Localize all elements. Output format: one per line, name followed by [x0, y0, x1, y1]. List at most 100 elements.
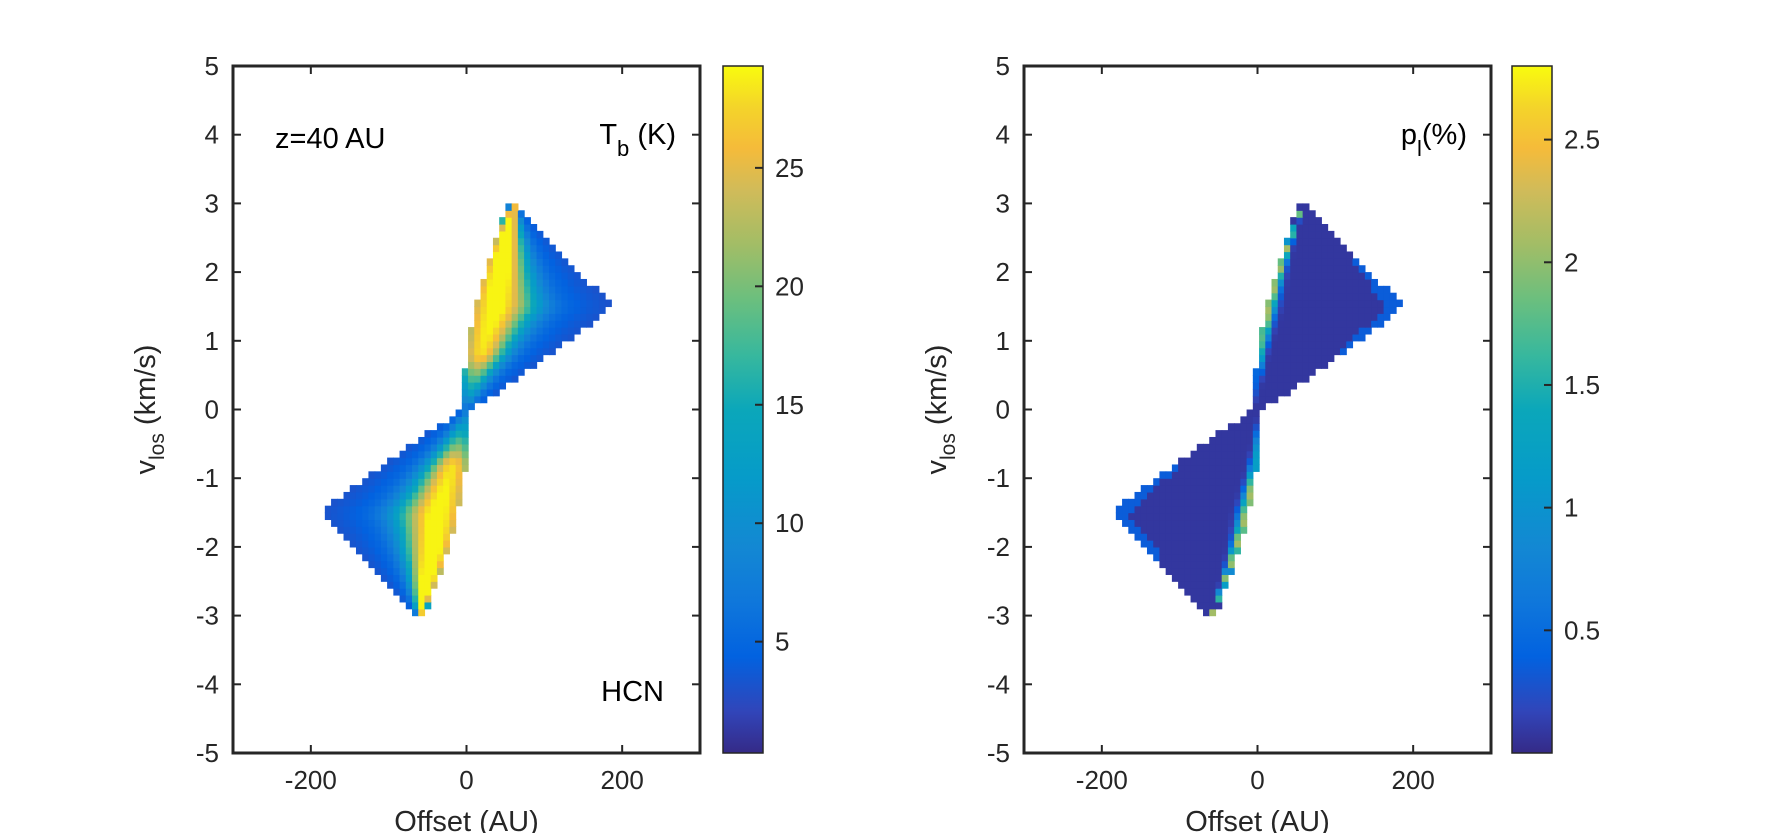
heatmap-cell	[443, 546, 450, 555]
heatmap-cell	[1140, 519, 1148, 527]
heatmap-cell	[492, 333, 500, 342]
heatmap-cell	[430, 443, 438, 452]
heatmap-cell	[530, 272, 538, 280]
heatmap-cell	[1315, 265, 1322, 273]
heatmap-cell	[1209, 443, 1217, 452]
heatmap-cell	[1240, 512, 1248, 521]
heatmap-cell	[374, 485, 382, 493]
heatmap-cell	[1146, 526, 1154, 534]
heatmap-cell	[355, 540, 363, 548]
heatmap-cell	[1215, 464, 1223, 472]
heatmap-cell	[530, 265, 538, 273]
heatmap-cell	[412, 478, 419, 486]
heatmap-cell	[524, 251, 531, 259]
heatmap-cell	[1321, 244, 1329, 253]
heatmap-cell	[1190, 519, 1198, 527]
heatmap-cell	[505, 265, 513, 273]
heatmap-cell	[1352, 285, 1360, 294]
heatmap-cell	[1196, 478, 1204, 486]
heatmap-cell	[499, 313, 507, 321]
heatmap-cell	[1190, 560, 1198, 569]
heatmap-cell	[355, 533, 363, 541]
heatmap-cell	[380, 498, 388, 507]
heatmap-cell	[1184, 464, 1192, 472]
heatmap-cell	[436, 430, 444, 438]
heatmap-cell	[1358, 306, 1366, 314]
heatmap-cell	[1215, 457, 1223, 466]
heatmap-cell	[1265, 306, 1273, 314]
heatmap-cell	[480, 292, 488, 301]
heatmap-cell	[418, 553, 426, 562]
heatmap-cell	[524, 340, 531, 349]
heatmap-cell	[405, 485, 413, 493]
heatmap-cell	[418, 581, 426, 589]
heatmap-cell	[1340, 299, 1347, 308]
heatmap-cell	[1296, 203, 1304, 211]
heatmap-cell	[1259, 382, 1266, 390]
heatmap-cell	[505, 292, 513, 301]
heatmap-cell	[1221, 560, 1229, 569]
heatmap-cell	[468, 327, 475, 335]
heatmap-cell	[492, 292, 500, 301]
heatmap-cell	[1159, 560, 1167, 569]
heatmap-cell	[1178, 567, 1185, 575]
heatmap-cell	[536, 244, 544, 253]
heatmap-cell	[436, 519, 444, 527]
heatmap-cell	[1221, 443, 1229, 452]
heatmap-cell	[374, 560, 382, 569]
colorbar-tick-label: 1.5	[1564, 370, 1600, 400]
heatmap-cell	[1321, 278, 1329, 287]
heatmap-cell	[399, 553, 407, 562]
heatmap-cell	[468, 347, 475, 356]
heatmap-cell	[430, 553, 438, 562]
heatmap-cell	[461, 402, 469, 411]
heatmap-cell	[424, 436, 432, 445]
heatmap-cell	[1234, 457, 1241, 466]
heatmap-cell	[561, 285, 569, 294]
heatmap-cell	[586, 299, 594, 308]
heatmap-cell	[524, 320, 531, 328]
heatmap-cell	[1246, 436, 1254, 445]
heatmap-cell	[1383, 299, 1391, 308]
heatmap-cell	[1221, 457, 1229, 466]
heatmap-cell	[393, 581, 401, 589]
heatmap-cell	[1178, 471, 1185, 479]
heatmap-cell	[393, 471, 401, 479]
heatmap-cell	[1215, 485, 1223, 493]
heatmap-cell	[449, 464, 457, 472]
heatmap-cell	[1159, 553, 1167, 562]
heatmap-cell	[561, 333, 569, 342]
heatmap-cell	[455, 464, 463, 472]
heatmap-cell	[393, 512, 401, 521]
heatmap-cell	[1203, 601, 1210, 610]
y-tick-label: 0	[996, 395, 1010, 425]
heatmap-cell	[1302, 306, 1310, 314]
heatmap-cell	[492, 251, 500, 259]
heatmap-cell	[362, 553, 370, 562]
heatmap-cell	[1227, 464, 1235, 472]
heatmap-cell	[1215, 478, 1223, 486]
heatmap-cell	[1203, 491, 1210, 500]
heatmap-cell	[555, 285, 563, 294]
heatmap-cell	[418, 471, 426, 479]
heatmap-cell	[499, 327, 507, 335]
heatmap-cell	[505, 333, 513, 342]
heatmap-cell	[331, 498, 338, 507]
heatmap-cell	[387, 526, 394, 534]
heatmap-cell	[1221, 498, 1229, 507]
heatmap-cell	[1146, 485, 1154, 493]
heatmap-cell	[1171, 574, 1179, 582]
heatmap-cell	[436, 491, 444, 500]
heatmap-cell	[1178, 485, 1185, 493]
heatmap-cell	[374, 519, 382, 527]
heatmap-cell	[1203, 471, 1210, 479]
heatmap-cell	[1377, 299, 1385, 308]
heatmap-cell	[461, 457, 469, 466]
heatmap-cell	[1221, 526, 1229, 534]
heatmap-cell	[1308, 340, 1316, 349]
heatmap-cell	[430, 574, 438, 582]
height-annotation: z=40 AU	[275, 123, 385, 155]
heatmap-cell	[1134, 533, 1142, 541]
heatmap-cell	[580, 292, 587, 301]
y-tick-label: 1	[996, 326, 1010, 356]
